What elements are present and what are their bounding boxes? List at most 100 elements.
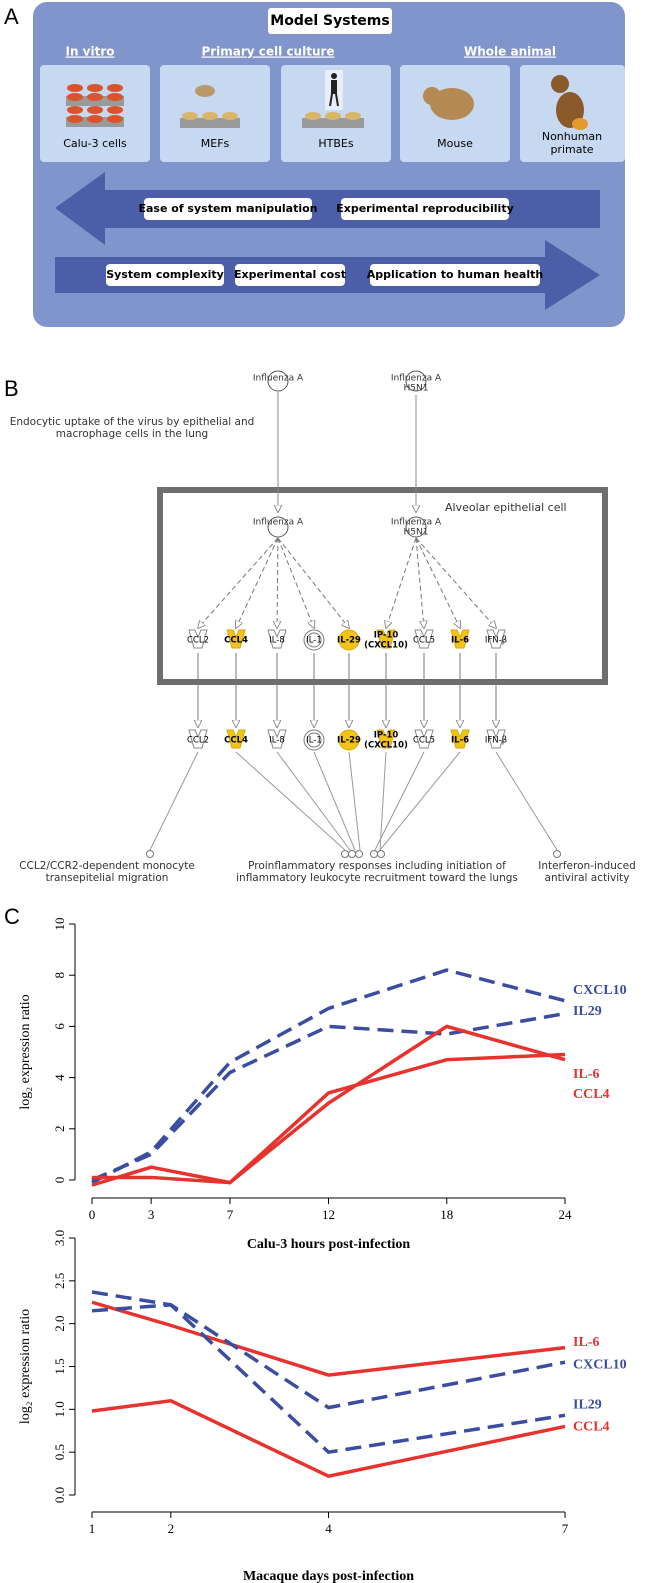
molecule-node: [486, 729, 506, 749]
outcome-node: [553, 850, 561, 858]
y-tick-label: 6: [52, 1023, 67, 1030]
edge: [276, 751, 351, 851]
icons: [66, 70, 588, 130]
virus-label: Influenza A: [391, 518, 442, 528]
edge: [374, 751, 425, 851]
edge: [348, 751, 361, 851]
arrow-label: Ease of system manipulation: [138, 202, 317, 215]
y-tick-label: 1.0: [52, 1401, 67, 1417]
molecule-node: [188, 729, 208, 749]
label-box: [106, 264, 224, 286]
edge: [198, 537, 279, 628]
x-tick-label: 4: [325, 1521, 332, 1536]
edge: [379, 751, 387, 851]
left-arrow: [55, 172, 600, 245]
molecule-label: IL-6: [451, 736, 469, 746]
edge: [277, 537, 314, 628]
y-tick-label: 2: [52, 1126, 67, 1133]
y-tick-label: 10: [52, 918, 67, 931]
y-axis-label: log₂ expression ratio: [18, 1309, 33, 1424]
arrow-label: Experimental reproducibility: [336, 202, 514, 215]
arrow-label: Application to human health: [367, 268, 543, 281]
y-tick-label: 0.5: [52, 1444, 67, 1460]
molecule-node: [414, 629, 434, 649]
x-tick-label: 12: [322, 1207, 335, 1222]
series-label: IL29: [573, 1398, 602, 1413]
molecule-label: CCL2: [187, 636, 209, 646]
series-label: CXCL10: [573, 983, 627, 998]
group-header: Primary cell culture: [201, 45, 334, 59]
system-label: MEFs: [201, 137, 230, 150]
edge: [379, 751, 461, 851]
group-header: In vitro: [65, 45, 114, 59]
molecule-label: (CXCL10): [364, 641, 408, 651]
x-tick-label: 7: [227, 1207, 234, 1222]
outcome-node: [355, 850, 363, 858]
edge: [236, 537, 279, 628]
virus-label: Influenza A: [391, 374, 442, 384]
molecule-node: [226, 729, 246, 749]
virus-label: H5N1: [404, 528, 429, 538]
edge: [149, 751, 199, 851]
y-axis-label: log₂ expression ratio: [18, 994, 33, 1109]
molecule-node: [486, 629, 506, 649]
virus-label: H5N1: [404, 384, 429, 394]
y-tick-label: 1.5: [52, 1358, 67, 1374]
virus-label: Influenza A: [253, 374, 304, 384]
series-line: [91, 1303, 566, 1455]
system-label: Calu-3 cells: [63, 137, 127, 150]
edge: [277, 537, 278, 628]
panel-letter: C: [4, 904, 20, 929]
series-line: [91, 1290, 566, 1410]
y-tick-label: 3.0: [52, 1230, 67, 1246]
outcome-label: CCL2/CCR2-dependent monocyte: [19, 860, 195, 872]
molecule-node: [414, 729, 434, 749]
molecule-node: [267, 729, 287, 749]
group-header: Whole animal: [464, 45, 556, 59]
system-label: primate: [550, 143, 593, 156]
system-label: Mouse: [437, 137, 473, 150]
series-line: [91, 968, 566, 1185]
compartment-box: [157, 487, 608, 685]
outcome-label: Proinflammatory responses including init…: [248, 860, 506, 872]
virus-node: [405, 370, 427, 392]
molecule-label: IFN-β: [485, 736, 507, 746]
edge: [235, 751, 346, 851]
series-label: CCL4: [573, 1420, 610, 1435]
panel-letter: B: [4, 376, 19, 401]
molecule-node: [226, 629, 246, 649]
label-box: [370, 264, 540, 286]
molecule-label: CCL5: [413, 736, 435, 746]
compartment-label: Alveolar epithelial cell: [445, 501, 567, 514]
molecule-node-inner: [306, 732, 322, 748]
edge: [386, 537, 417, 628]
outcome-node: [146, 850, 154, 858]
arrow-label: System complexity: [106, 268, 224, 281]
series-label: CCL4: [573, 1087, 610, 1102]
x-tick-label: 24: [559, 1207, 573, 1222]
molecule-node: [188, 629, 208, 649]
x-axis-label: Calu-3 hours post-infection: [247, 1237, 411, 1252]
y-tick-label: 2.0: [52, 1316, 67, 1332]
x-tick-label: 2: [168, 1521, 175, 1536]
system-label: HTBEs: [318, 137, 353, 150]
x-tick-label: 3: [148, 1207, 155, 1222]
label-box: [341, 198, 509, 220]
y-tick-label: 0: [52, 1177, 67, 1184]
y-tick-label: 8: [52, 972, 67, 979]
edge: [277, 537, 349, 628]
uptake-text: Endocytic uptake of the virus by epithel…: [10, 416, 255, 428]
molecule-label: IL-8: [269, 636, 285, 646]
outcome-node: [377, 850, 385, 858]
edge: [313, 751, 356, 851]
y-tick-label: 0.0: [52, 1487, 67, 1503]
molecule-node: [450, 729, 470, 749]
molecule-label: IL-1: [306, 636, 322, 646]
label-box: [144, 198, 312, 220]
x-axis-label: Macaque days post-infection: [243, 1569, 414, 1583]
virus-label: Influenza A: [253, 518, 304, 528]
molecule-node: [376, 729, 396, 749]
molecule-label: (CXCL10): [364, 741, 408, 751]
outcome-node: [370, 850, 378, 858]
outcome-label: transepitelial migration: [46, 872, 169, 884]
